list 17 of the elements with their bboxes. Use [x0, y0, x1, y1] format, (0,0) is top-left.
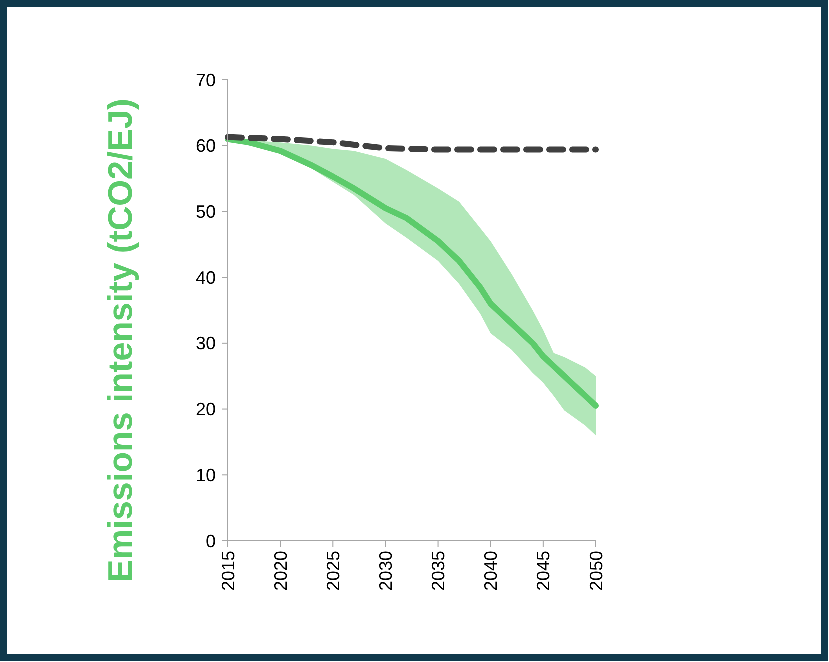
- y-tick-label: 30: [196, 334, 216, 354]
- y-tick-label: 50: [196, 202, 216, 222]
- y-axis-title: Emissions intensity (tCO2/EJ): [102, 98, 140, 582]
- x-tick-label: 2025: [323, 551, 344, 592]
- x-tick-label: 2035: [428, 551, 449, 592]
- y-tick-label: 40: [196, 268, 216, 288]
- x-tick-label: 2020: [270, 551, 291, 592]
- y-tick-label: 60: [196, 136, 216, 156]
- y-tick-label: 70: [196, 70, 216, 90]
- x-tick-label: 2045: [534, 551, 554, 592]
- y-tick-label: 0: [206, 531, 216, 552]
- x-tick-label: 2030: [376, 551, 396, 592]
- y-tick-label: 20: [196, 400, 216, 420]
- x-tick-label: 2040: [481, 551, 502, 592]
- y-tick-label: 10: [196, 465, 216, 486]
- x-tick-label: 2050: [586, 551, 606, 592]
- x-tick-label: 2015: [218, 551, 238, 592]
